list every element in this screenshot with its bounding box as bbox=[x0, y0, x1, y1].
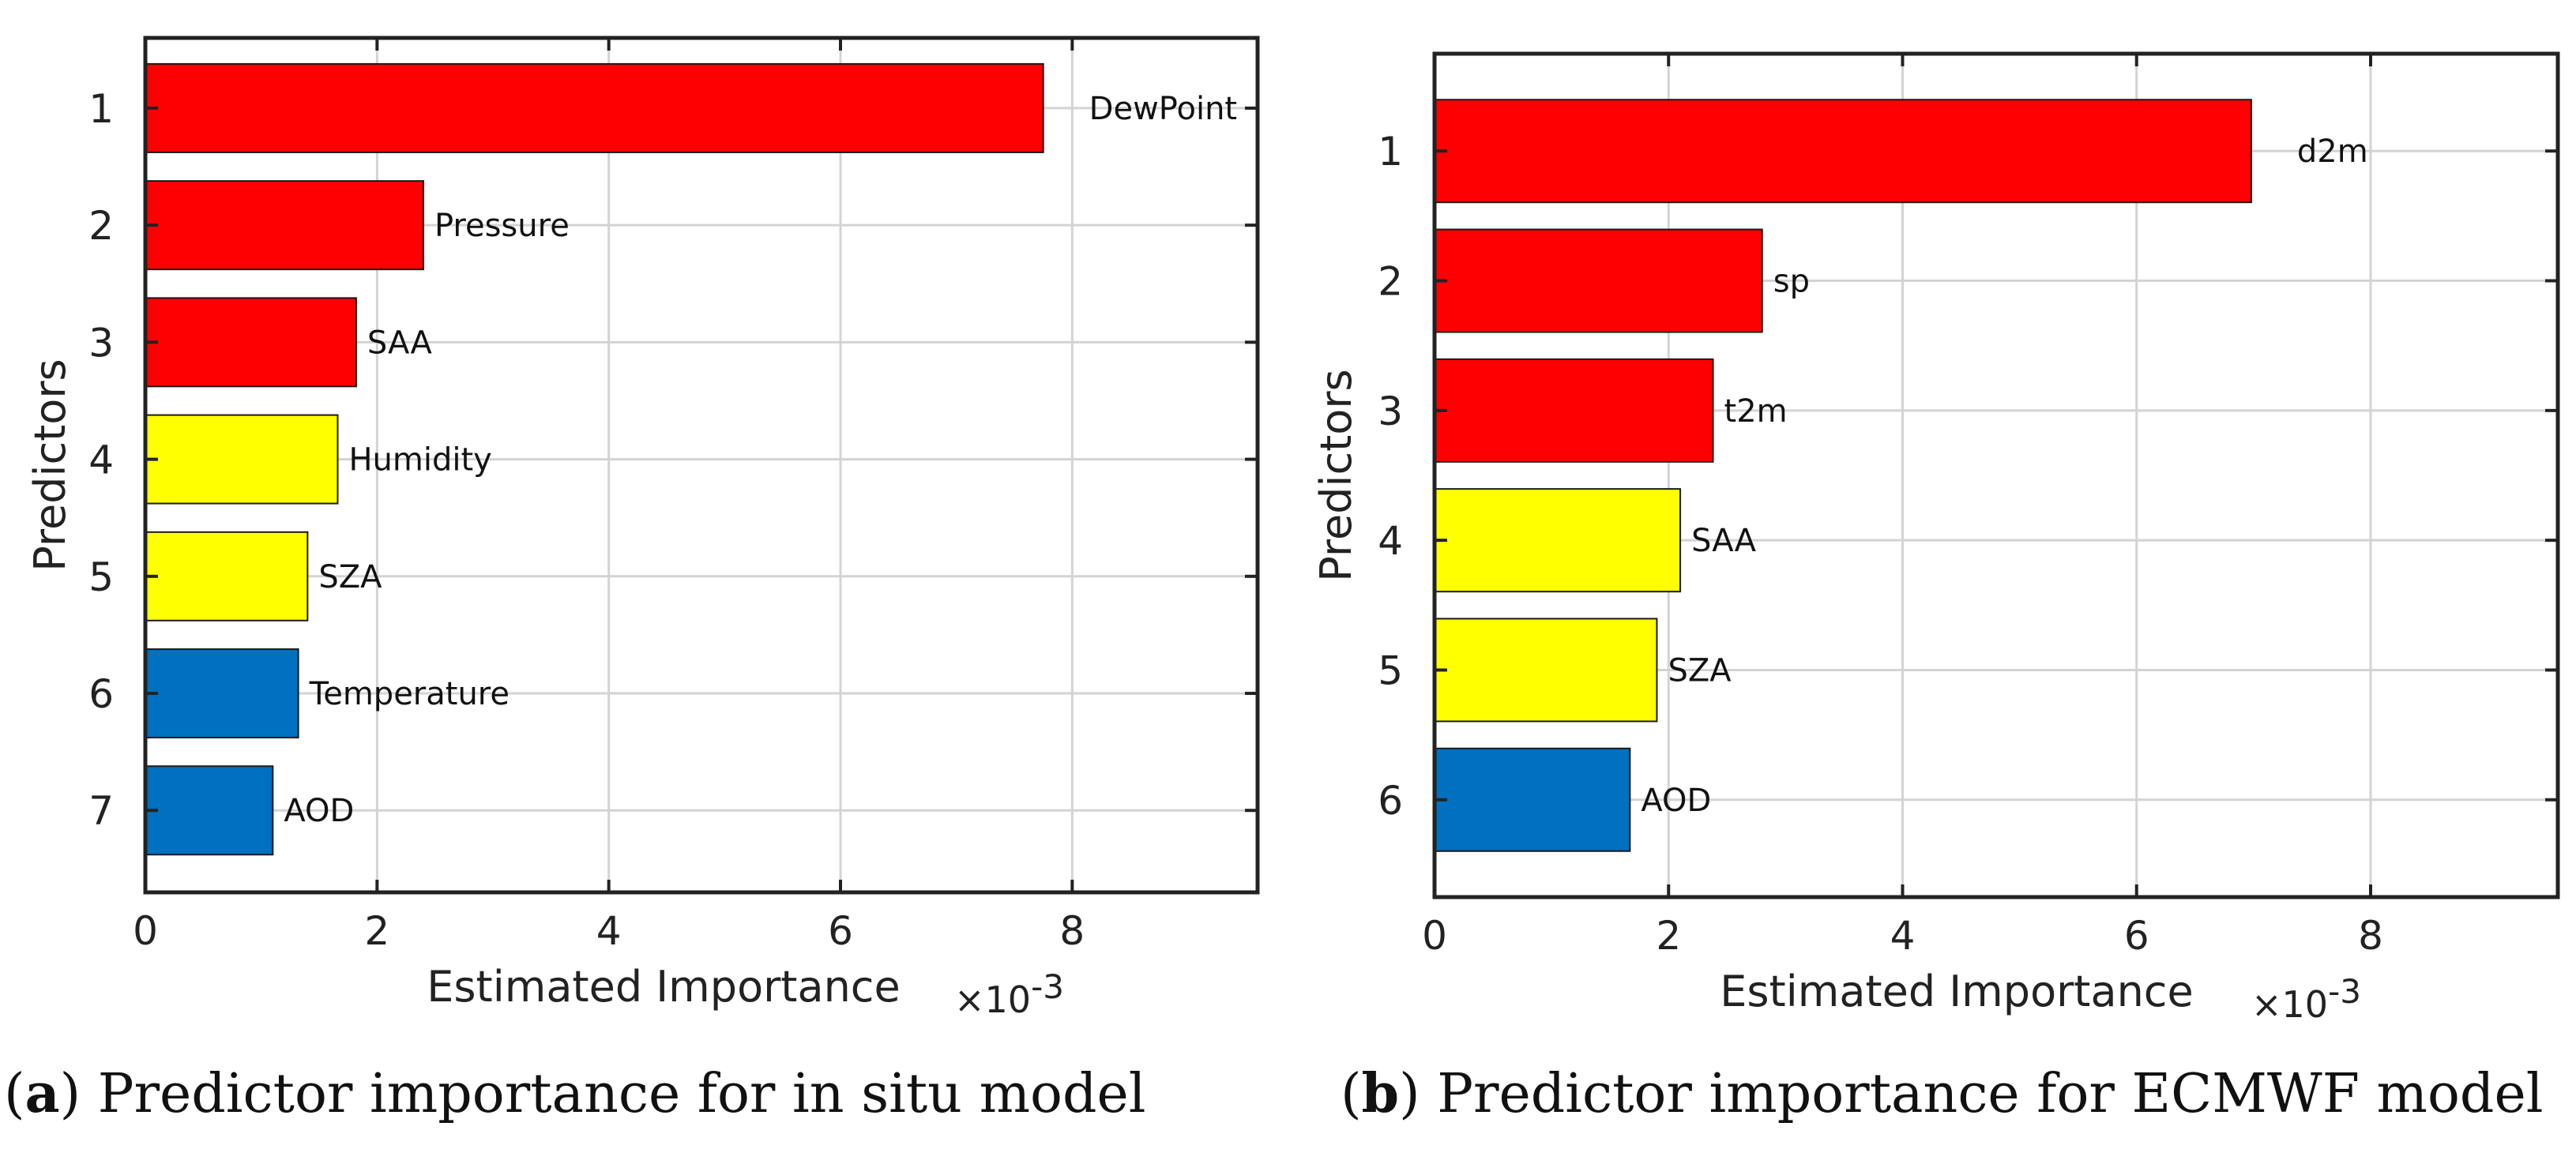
bar bbox=[145, 648, 299, 739]
x-tick-label: 8 bbox=[2358, 913, 2383, 959]
x-tick-label: 0 bbox=[1422, 913, 1447, 959]
y-tick-label: 1 bbox=[1378, 129, 1403, 175]
caption-b: (b) Predictor importance for ECMWF model bbox=[1341, 1062, 2544, 1125]
bar bbox=[1434, 358, 1714, 463]
y-tick-label: 7 bbox=[88, 788, 114, 834]
bar-label: SZA bbox=[1668, 652, 1732, 689]
y-tick-label: 3 bbox=[1378, 389, 1403, 434]
bar bbox=[1434, 618, 1658, 723]
bar-label: DewPoint bbox=[1089, 91, 1237, 127]
chart-b: d2m sp t2m SAA SZA AOD 0 2 4 6 8 1 2 3 4 5 6 Estimated Im… bbox=[1311, 51, 2560, 1026]
bar-label: AOD bbox=[1641, 783, 1711, 819]
x-tick-label: 6 bbox=[2124, 913, 2149, 959]
bar-label: d2m bbox=[2297, 133, 2368, 170]
y-tick-label: 4 bbox=[88, 437, 114, 483]
bar-label: SZA bbox=[318, 559, 382, 595]
y-axis-label: Predictors bbox=[1311, 369, 1361, 581]
bar-label: sp bbox=[1773, 264, 1810, 300]
bar-label: Temperature bbox=[309, 676, 510, 712]
caption-b-letter: b bbox=[1361, 1062, 1400, 1125]
y-tick-label: 6 bbox=[1378, 778, 1403, 824]
y-tick-label: 6 bbox=[88, 671, 114, 717]
bar bbox=[145, 297, 357, 388]
caption-a-letter: a bbox=[24, 1062, 60, 1125]
x-tick-label: 0 bbox=[133, 908, 158, 954]
bar-label: Pressure bbox=[434, 208, 570, 244]
x-axis-label: Estimated Importance bbox=[1720, 967, 2193, 1016]
bar-label: t2m bbox=[1724, 393, 1788, 430]
bar bbox=[145, 414, 339, 505]
axes-frame bbox=[143, 36, 1260, 895]
y-tick-label: 3 bbox=[88, 320, 114, 366]
y-axis-label: Predictors bbox=[25, 359, 75, 571]
bar-label: AOD bbox=[284, 793, 354, 829]
caption-a: (a) Predictor importance for in situ mod… bbox=[4, 1062, 1146, 1125]
y-tick-label: 1 bbox=[88, 86, 114, 132]
bar bbox=[1434, 228, 1763, 333]
x-axis-label: Estimated Importance bbox=[427, 962, 900, 1012]
bar bbox=[1434, 488, 1682, 593]
x-axis-multiplier: ×10-3 bbox=[954, 967, 1064, 1021]
chart-panel-b: d2m sp t2m SAA SZA AOD 0 2 4 6 8 1 2 3 4 5 6 Estimated Im… bbox=[1288, 0, 2576, 1027]
bar bbox=[145, 62, 1044, 153]
x-tick-label: 4 bbox=[596, 908, 622, 954]
bar bbox=[1434, 747, 1631, 852]
y-tick-label: 5 bbox=[1378, 648, 1403, 693]
y-tick-label: 2 bbox=[88, 203, 114, 249]
caption-a-text: Predictor importance for in situ model bbox=[97, 1063, 1146, 1125]
bar-label: SAA bbox=[1691, 523, 1757, 559]
y-tick-label: 2 bbox=[1378, 259, 1403, 305]
bar-label: SAA bbox=[367, 325, 433, 361]
bar-label: Humidity bbox=[348, 442, 491, 479]
bar bbox=[1434, 99, 2252, 204]
axes-frame bbox=[1432, 51, 2560, 899]
chart-panel-a: DewPoint Pressure SAA Humidity SZA Temperatur… bbox=[0, 0, 1280, 1027]
bar bbox=[145, 531, 309, 621]
x-tick-label: 8 bbox=[1059, 908, 1085, 954]
y-tick-label: 5 bbox=[88, 554, 114, 600]
chart-a: DewPoint Pressure SAA Humidity SZA Temperatur… bbox=[25, 36, 1260, 1021]
x-tick-label: 2 bbox=[1656, 913, 1681, 959]
y-tick-label: 4 bbox=[1378, 518, 1403, 564]
caption-b-text: Predictor importance for ECMWF model bbox=[1437, 1063, 2544, 1125]
x-tick-label: 4 bbox=[1890, 913, 1916, 959]
x-tick-label: 6 bbox=[828, 908, 853, 954]
bar bbox=[145, 180, 424, 271]
x-tick-label: 2 bbox=[364, 908, 389, 954]
bar bbox=[145, 765, 274, 856]
x-axis-multiplier: ×10-3 bbox=[2251, 972, 2361, 1026]
